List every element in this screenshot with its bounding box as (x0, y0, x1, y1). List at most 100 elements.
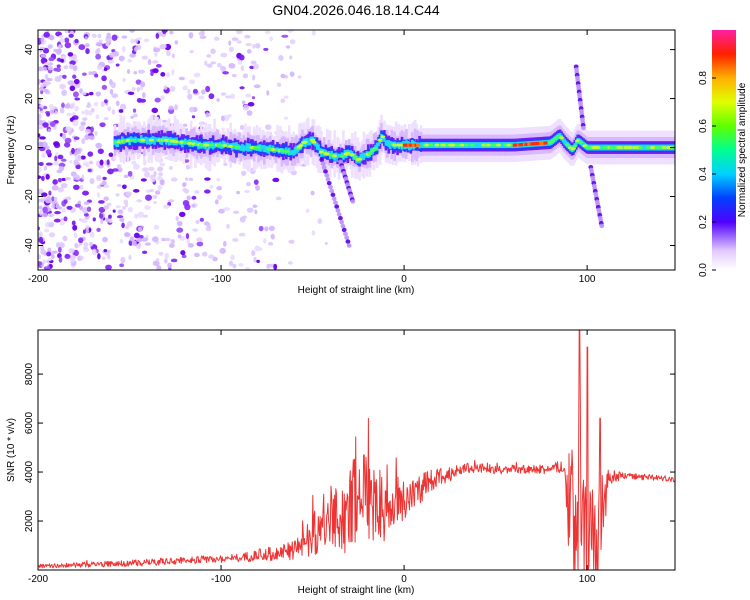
noise-speckle (264, 30, 271, 35)
ridge-cell (214, 142, 218, 151)
noise-speckle (38, 133, 41, 138)
ridge-cell (359, 153, 363, 162)
ridge-core (608, 146, 614, 150)
ridge-core (140, 138, 146, 142)
noise-speckle (88, 160, 94, 165)
noise-speckle (150, 176, 156, 183)
noise-speckle (135, 44, 142, 51)
noise-speckle (186, 238, 190, 244)
noise-speckle (221, 92, 227, 96)
noise-speckle (101, 256, 106, 260)
streak-blob (340, 223, 346, 229)
noise-speckle (69, 103, 75, 109)
noise-speckle (242, 73, 249, 79)
noise-speckle (62, 74, 67, 79)
noise-speckle (40, 175, 45, 181)
ridge-cell (361, 153, 364, 161)
noise-speckle (97, 148, 104, 155)
noise-speckle (58, 44, 62, 49)
noise-speckle (206, 222, 211, 230)
noise-speckle (121, 45, 126, 53)
spectrogram-x-label: Height of straight line (km) (298, 285, 415, 296)
noise-speckle (72, 224, 78, 231)
ridge-core (578, 140, 584, 144)
noise-speckle (157, 166, 164, 172)
noise-speckle (57, 154, 64, 160)
spectrogram-marks (38, 30, 675, 270)
noise-speckle (38, 86, 44, 91)
ridge-core (469, 143, 475, 147)
noise-speckle (68, 248, 75, 254)
ridge-core (352, 155, 358, 159)
noise-speckle (79, 205, 84, 211)
noise-speckle (178, 211, 186, 217)
noise-speckle (131, 160, 137, 165)
noise-speckle (38, 113, 42, 120)
snr-x-tick-label: 100 (579, 574, 596, 585)
snr-x-ticks: -200 -100 0 100 (28, 330, 596, 585)
ridge-cell (564, 140, 568, 147)
noise-speckle (87, 110, 93, 116)
noise-speckle (44, 74, 49, 80)
ridge-cell (147, 138, 150, 144)
ridge-core (377, 138, 383, 142)
spectrogram-x-ticks: -200 -100 0 100 (28, 30, 596, 285)
noise-speckle (71, 147, 75, 155)
noise-speckle (116, 215, 124, 219)
snr-x-tick-label: -100 (211, 574, 231, 585)
ridge-core (217, 143, 223, 147)
noise-speckle (46, 77, 53, 82)
noise-speckle (115, 63, 120, 67)
noise-speckle (219, 247, 226, 254)
noise-speckle (192, 228, 199, 232)
noise-speckle (96, 47, 101, 54)
noise-speckle (74, 105, 79, 112)
spectrogram-y-tick-label: 20 (24, 93, 35, 105)
noise-speckle (270, 233, 275, 240)
streak-blob (326, 180, 332, 186)
noise-speckle (108, 152, 114, 158)
ridge-core (645, 146, 651, 150)
noise-speckle (232, 263, 237, 269)
ridge-cell (500, 142, 503, 149)
noise-speckle (236, 190, 241, 195)
snr-y-tick-label: 2000 (24, 509, 35, 532)
noise-speckle (317, 218, 323, 225)
noise-speckle (93, 101, 99, 107)
noise-speckle (161, 44, 167, 49)
noise-speckle (127, 58, 133, 63)
noise-speckle (253, 63, 259, 70)
ridge-cell (567, 143, 571, 150)
noise-speckle (230, 93, 236, 99)
noise-speckle (195, 219, 200, 224)
noise-speckle (103, 196, 110, 201)
noise-speckle (72, 91, 79, 98)
noise-speckle (118, 55, 125, 62)
ridge-core (125, 138, 131, 142)
noise-speckle (81, 218, 88, 224)
noise-speckle (38, 198, 44, 203)
noise-speckle (40, 90, 44, 95)
ridge-cell (563, 138, 566, 145)
noise-speckle (253, 84, 261, 89)
streak-blob (350, 199, 356, 204)
noise-speckle (247, 101, 255, 107)
noise-speckle (72, 119, 79, 126)
noise-speckle (39, 104, 45, 108)
ridge-cell (260, 144, 263, 152)
noise-speckle (208, 93, 215, 100)
noise-speckle (109, 52, 116, 58)
ridge-cell (337, 153, 341, 162)
colorbar-ticks: 0.0 0.2 0.4 0.6 0.8 (698, 71, 716, 277)
noise-speckle (58, 242, 65, 249)
noise-speckle (182, 85, 188, 91)
noise-speckle (129, 236, 135, 242)
ridge-peak (527, 142, 530, 146)
noise-speckle (107, 59, 114, 64)
noise-speckle (184, 203, 191, 211)
noise-speckle (264, 226, 269, 232)
ridge-core (345, 151, 351, 155)
noise-speckle (256, 259, 260, 263)
colorbar-tick-label: 0.6 (698, 119, 709, 133)
noise-speckle (55, 67, 61, 73)
